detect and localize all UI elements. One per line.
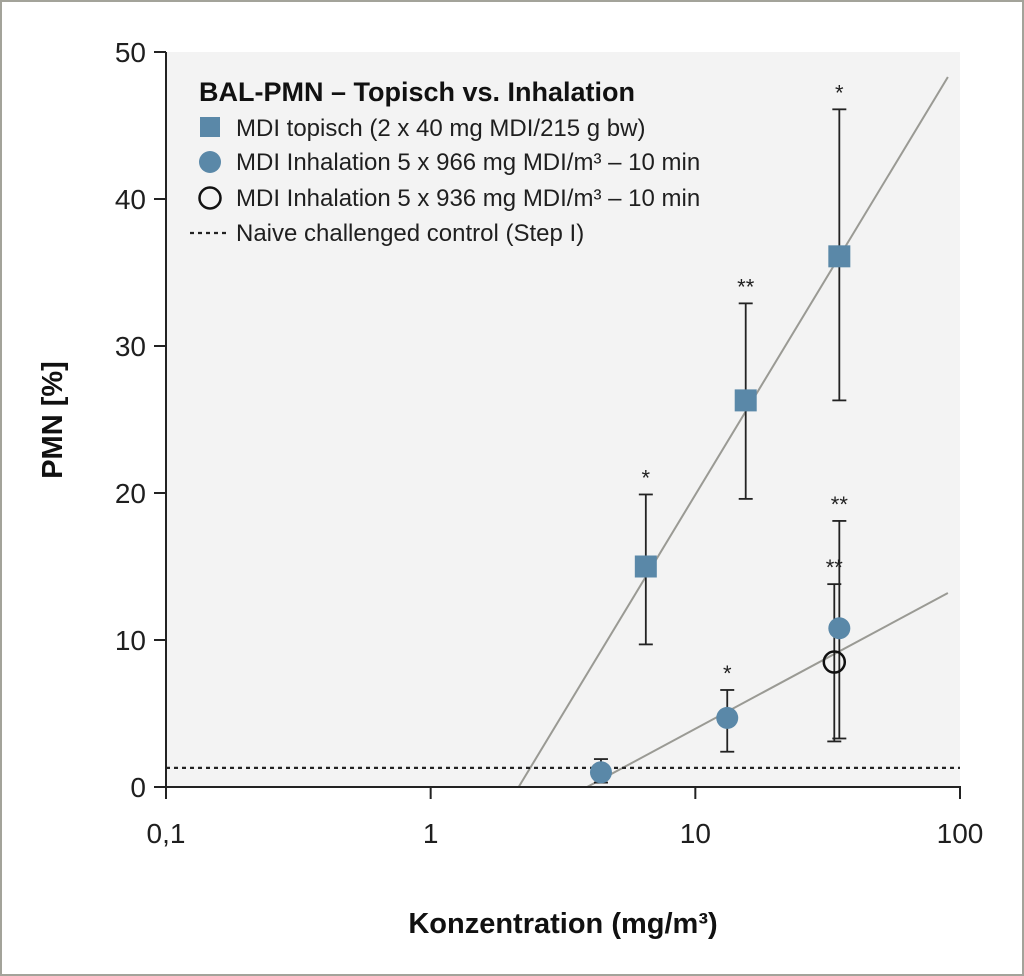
- legend-open-circle-marker: [198, 186, 222, 210]
- significance-label: *: [835, 80, 844, 105]
- y-tick-label: 50: [115, 37, 146, 68]
- legend-square-marker: [200, 117, 220, 137]
- axes: [165, 52, 961, 788]
- legend-title: BAL-PMN – Topisch vs. Inhalation: [199, 77, 635, 107]
- data-point-square: [828, 245, 851, 268]
- legend-label-topisch: MDI topisch (2 x 40 mg MDI/215 g bw): [236, 115, 645, 142]
- data-point-circle: [716, 706, 739, 729]
- y-tick-label: 20: [115, 478, 146, 509]
- significance-label: **: [826, 555, 844, 580]
- x-tick-label: 1: [423, 818, 439, 849]
- y-tick-label: 30: [115, 331, 146, 362]
- legend-label-inhalation-966: MDI Inhalation 5 x 966 mg MDI/m³ – 10 mi…: [236, 149, 700, 176]
- data-point-square: [634, 555, 657, 578]
- significance-label: **: [737, 274, 755, 299]
- x-axis-title: Konzentration (mg/m³): [408, 908, 717, 940]
- trend-line: [517, 76, 949, 788]
- y-axis-title: PMN [%]: [37, 361, 69, 479]
- legend: BAL-PMN – Topisch vs. Inhalation MDI top…: [190, 77, 700, 247]
- y-ticks: 0 10 20 30 40 50: [115, 37, 166, 803]
- x-tick-label: 100: [937, 818, 984, 849]
- data-point-circle: [589, 761, 612, 784]
- legend-label-inhalation-936: MDI Inhalation 5 x 936 mg MDI/m³ – 10 mi…: [236, 185, 700, 212]
- significance-label: **: [831, 492, 849, 517]
- significance-labels: *********: [642, 80, 849, 686]
- legend-label-control: Naive challenged control (Step I): [236, 220, 584, 247]
- significance-label: *: [642, 465, 651, 490]
- markers: [589, 245, 851, 784]
- significance-label: *: [723, 661, 732, 686]
- y-tick-label: 10: [115, 625, 146, 656]
- data-point-square: [734, 389, 757, 412]
- trend-line: [586, 592, 949, 788]
- x-ticks: 0,1 1 10 100: [147, 787, 984, 849]
- plot-area: [166, 52, 960, 787]
- trend-lines: [517, 76, 949, 788]
- data-point-open-circle: [822, 650, 847, 674]
- x-tick-label: 0,1: [147, 818, 186, 849]
- y-tick-label: 0: [130, 772, 146, 803]
- data-point-circle: [828, 617, 851, 640]
- x-tick-label: 10: [680, 818, 711, 849]
- legend-filled-circle-marker: [199, 151, 221, 173]
- y-tick-label: 40: [115, 184, 146, 215]
